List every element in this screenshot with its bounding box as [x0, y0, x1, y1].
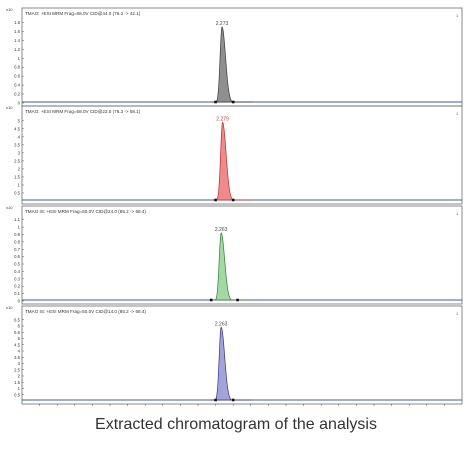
y-tick-label: 1.1	[14, 217, 20, 222]
y-tick-label: 0.5	[14, 262, 20, 267]
integration-marker	[209, 298, 213, 302]
y-tick-label: 1.5	[14, 380, 20, 385]
panel-title: TMAO: +ESI MRM Frag=68.0V CID@44.0 (76.3…	[25, 11, 141, 16]
peak-rt-label: 2.279	[216, 116, 229, 122]
y-tick-label: 0.9	[14, 232, 20, 237]
y-tick-label: 5	[18, 336, 21, 341]
y-tick-label: 2	[18, 374, 21, 379]
panel-title: TMAO IS: +ESI MRM Frag=50.0V CID@14.0 (8…	[25, 309, 146, 314]
integration-marker	[214, 398, 217, 402]
y-tick-label: 1	[18, 225, 21, 230]
peak-area	[210, 326, 252, 401]
panel-frame	[21, 7, 463, 107]
y-tick-label: 0.8	[14, 239, 20, 244]
y-tick-label: 6.5	[14, 317, 20, 322]
y-tick-label: 0.7	[14, 247, 20, 252]
y-tick-label: 3	[18, 361, 21, 366]
y-tick-label: 2	[18, 166, 21, 171]
y-tick-label: 1.6	[14, 29, 20, 34]
panel-marker: 1	[456, 13, 459, 18]
y-tick-label: 0.4	[14, 83, 20, 88]
y-exponent-label: x10	[6, 205, 13, 210]
panel-marker: 1	[456, 211, 459, 216]
y-tick-label: 1	[18, 56, 21, 61]
y-tick-label: 0.3	[14, 276, 20, 281]
y-tick-label: 1.4	[14, 38, 20, 43]
y-tick-label: 5.5	[14, 330, 20, 335]
panel-marker: 1	[456, 311, 459, 316]
y-tick-label: 0	[18, 299, 21, 304]
panel-title: TMAO: +ESI MRM Frag=68.0V CID@22.0 (76.3…	[25, 109, 141, 114]
y-tick-label: 5	[18, 118, 21, 123]
peak-rt-label: 2.263	[215, 227, 228, 233]
y-tick-label: 3.5	[14, 142, 20, 147]
integration-marker	[231, 198, 235, 202]
integration-marker	[231, 100, 235, 104]
peak-rt-label: 2.263	[215, 321, 228, 327]
y-tick-label: 4	[18, 349, 21, 354]
peak-area	[211, 121, 254, 201]
y-exponent-label: x10	[6, 305, 13, 310]
y-tick-label: 0.1	[14, 291, 20, 296]
y-tick-label: 2.5	[14, 367, 20, 372]
y-tick-label: 1.8	[14, 20, 20, 25]
panel-frame	[21, 105, 463, 205]
y-tick-label: 0	[18, 101, 21, 106]
y-tick-label: 1	[18, 386, 21, 391]
panel-frame	[21, 205, 463, 305]
y-tick-label: 0.6	[14, 254, 20, 259]
y-tick-label: 1.2	[14, 47, 20, 52]
integration-marker	[214, 100, 217, 104]
y-tick-label: 1	[18, 182, 21, 187]
y-tick-label: 0.5	[14, 190, 20, 195]
panel-title: TMAO IS: +ESI MRM Frag=50.0V CID@24.0 (8…	[25, 209, 146, 214]
y-tick-label: 1.5	[14, 174, 20, 179]
y-tick-label: 4	[18, 134, 21, 139]
y-tick-label: 0.2	[14, 284, 20, 289]
chromatogram-figure: TMAO: +ESI MRM Frag=68.0V CID@44.0 (76.3…	[6, 7, 463, 406]
y-tick-label: 2.5	[14, 158, 20, 163]
figure-caption: Extracted chromatogram of the analysis	[95, 416, 377, 433]
y-tick-label: 3.5	[14, 355, 20, 360]
y-exponent-label: x10	[6, 105, 13, 110]
y-tick-label: 4.5	[14, 342, 20, 347]
y-tick-label: 6	[18, 324, 21, 329]
y-tick-label: 4.5	[14, 126, 20, 131]
peak-rt-label: 2.273	[216, 21, 229, 27]
y-tick-label: 0.8	[14, 65, 20, 70]
y-tick-label: 0.5	[14, 392, 20, 397]
integration-marker	[214, 198, 217, 202]
peak-area	[210, 232, 252, 301]
y-tick-label: 0.4	[14, 269, 20, 274]
panel-marker: 1	[456, 111, 459, 116]
panel-frame	[21, 305, 463, 405]
y-tick-label: 3	[18, 150, 21, 155]
integration-marker	[236, 298, 239, 302]
integration-marker	[231, 398, 235, 402]
y-tick-label: 0.6	[14, 74, 20, 79]
y-exponent-label: x10	[6, 7, 13, 12]
peak-area	[211, 26, 253, 103]
y-tick-label: 0.2	[14, 92, 20, 97]
